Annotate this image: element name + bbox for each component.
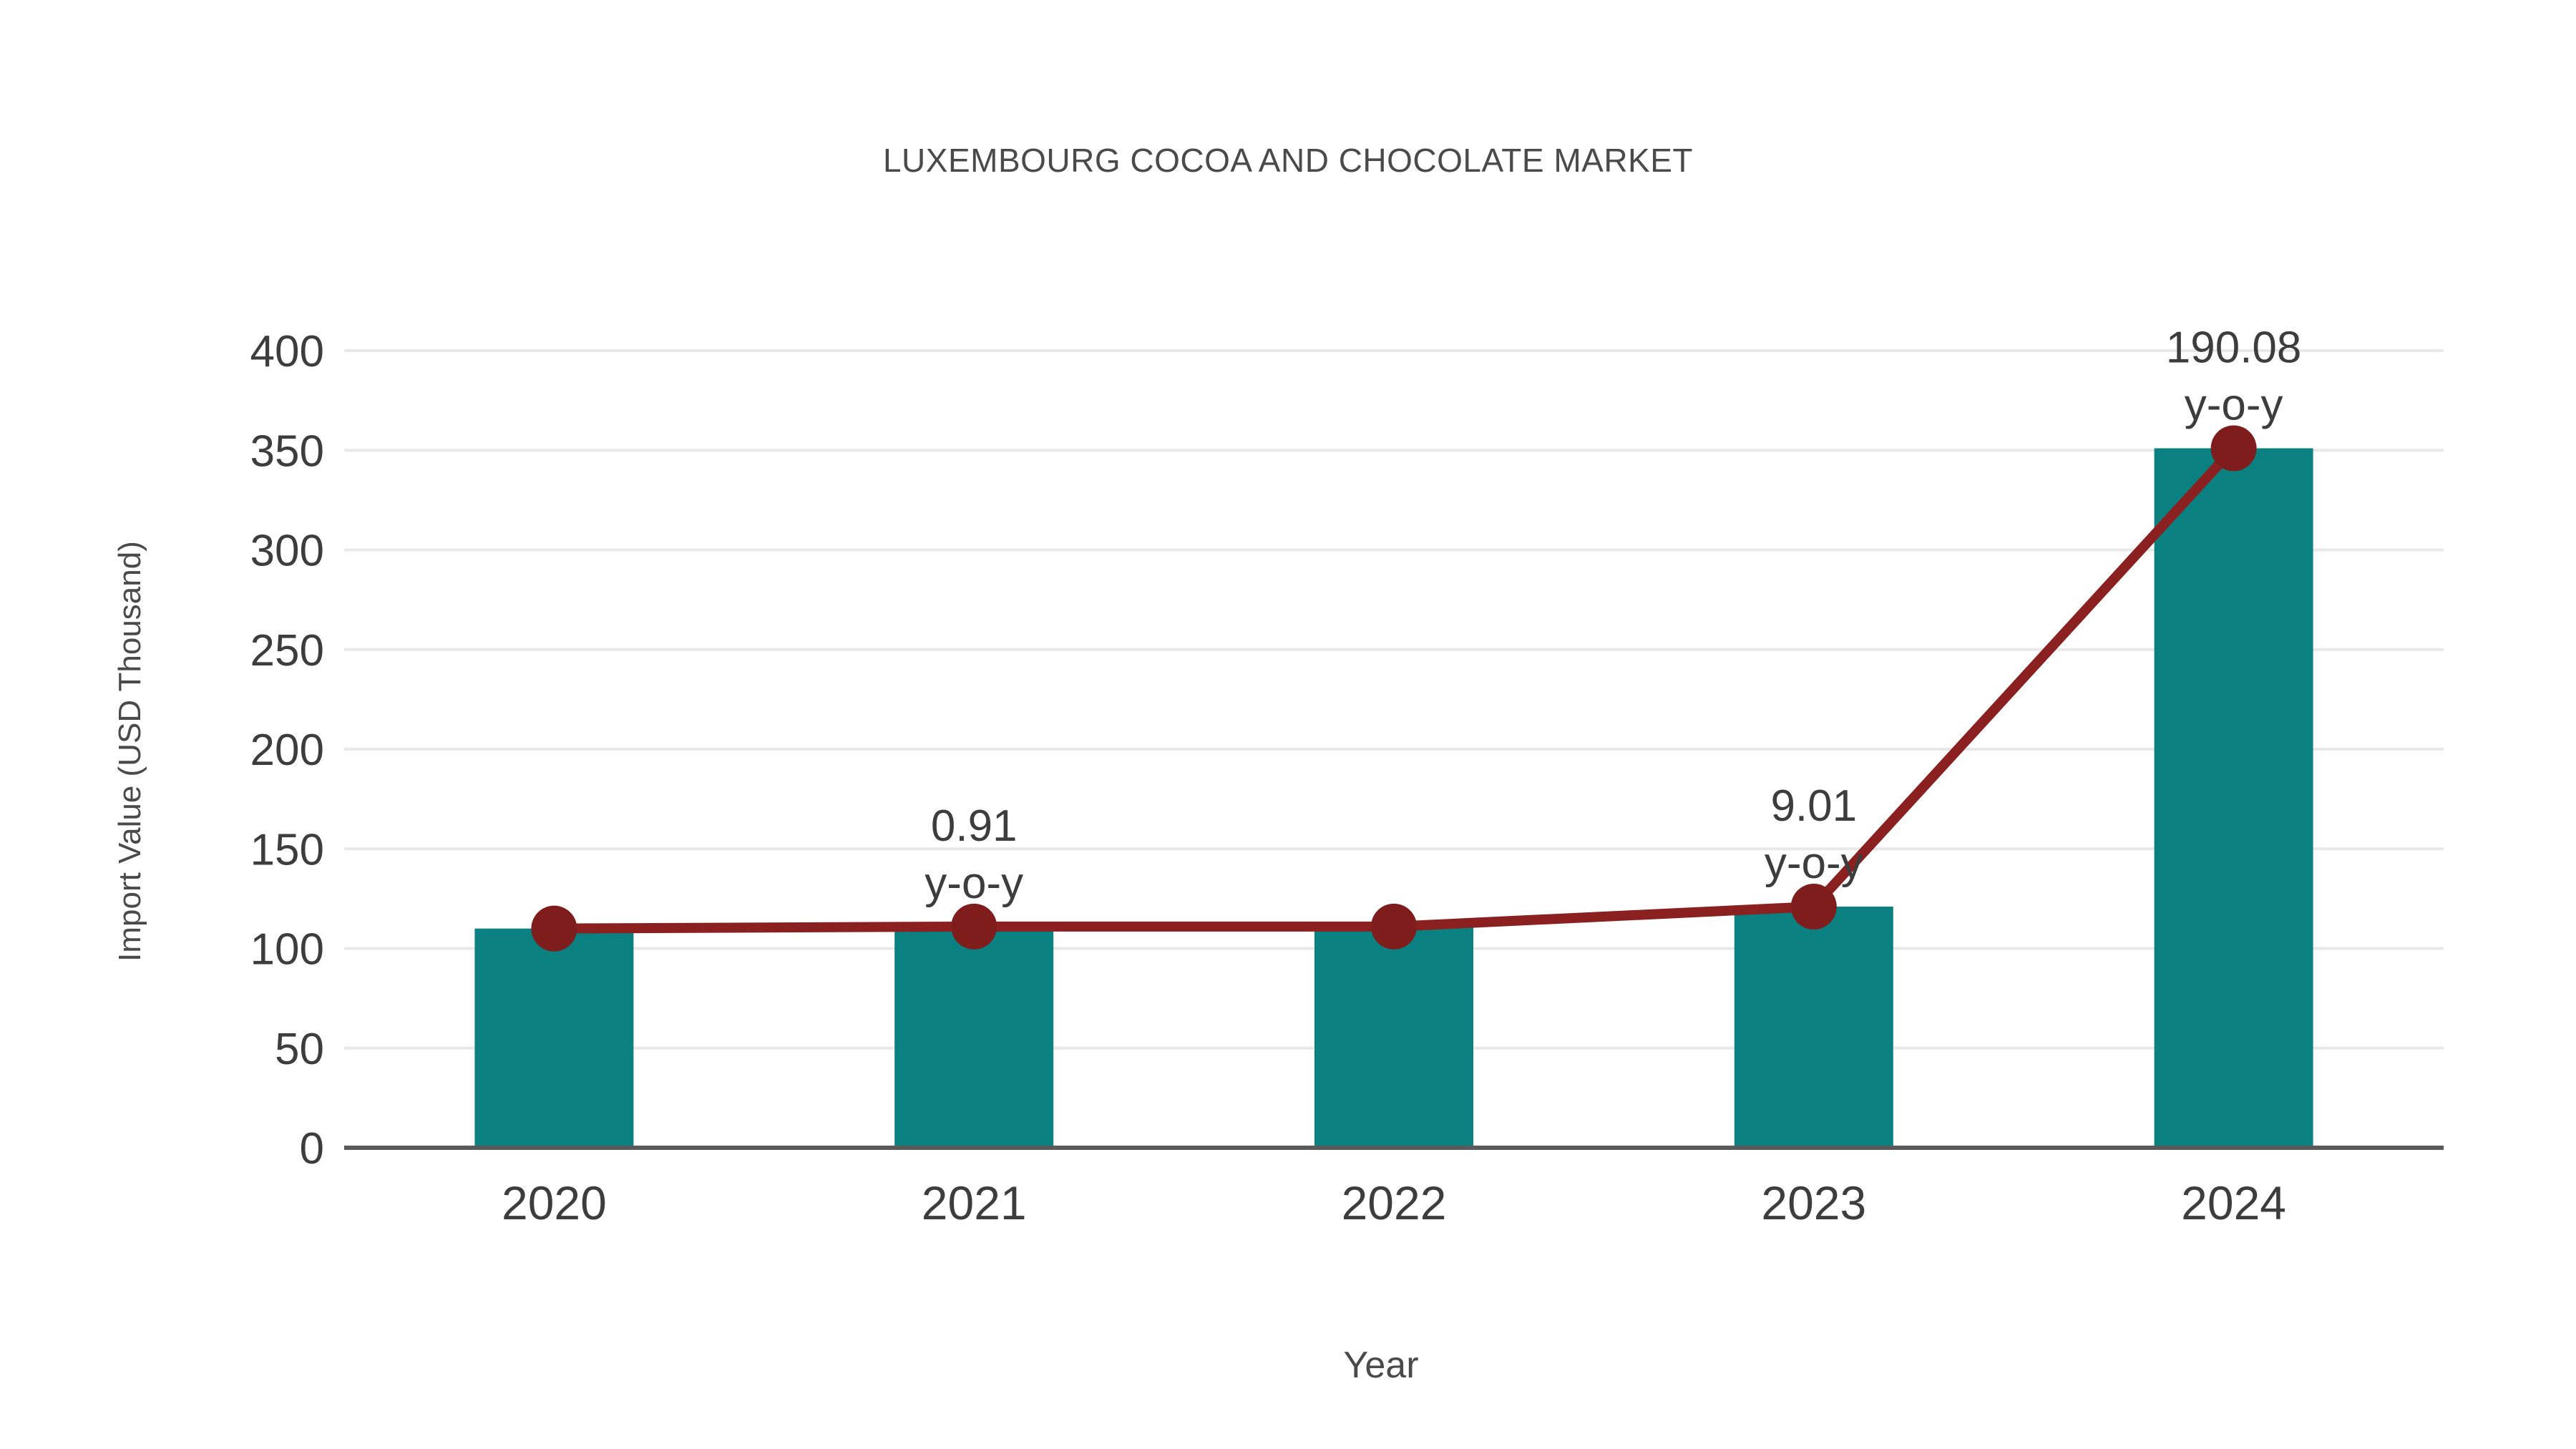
x-axis-tick-labels: 2020 2021 2022 2023 2024	[502, 1176, 2286, 1229]
x-axis-title: Year	[1343, 1345, 1418, 1386]
data-label-value-2024: 190.08	[2166, 323, 2302, 372]
data-label-suffix-2023: y-o-y	[1765, 839, 1863, 888]
line-markers	[531, 425, 2257, 952]
x-tick-label-2021: 2021	[922, 1176, 1027, 1229]
y-tick-label: 300	[250, 527, 324, 576]
chart-title: LUXEMBOURG COCOA AND CHOCOLATE MARKET	[883, 142, 1693, 179]
data-label-suffix-2021: y-o-y	[924, 859, 1023, 908]
y-tick-label: 400	[250, 327, 324, 376]
bar-series	[474, 448, 2313, 1148]
marker-2022[interactable]	[1371, 903, 1417, 950]
y-tick-label: 0	[300, 1124, 324, 1174]
bar-2023[interactable]	[1734, 907, 1893, 1148]
x-tick-label-2023: 2023	[1761, 1176, 1866, 1229]
x-tick-label-2022: 2022	[1342, 1176, 1447, 1229]
y-tick-label: 50	[275, 1025, 324, 1074]
data-labels: 0.91 y-o-y 9.01 y-o-y 190.08 y-o-y	[924, 323, 2301, 907]
marker-2024[interactable]	[2210, 425, 2257, 472]
bar-2022[interactable]	[1314, 926, 1473, 1148]
y-tick-label: 100	[250, 925, 324, 975]
y-axis-tick-labels: 0 50 100 150 200 250 300 350 400	[250, 327, 324, 1174]
bar-2021[interactable]	[894, 926, 1054, 1148]
bar-2020[interactable]	[474, 928, 634, 1148]
marker-2023[interactable]	[1790, 884, 1837, 930]
y-tick-label: 350	[250, 426, 324, 476]
y-tick-label: 200	[250, 726, 324, 775]
marker-2021[interactable]	[951, 903, 997, 950]
x-tick-label-2024: 2024	[2181, 1176, 2286, 1229]
y-tick-label: 150	[250, 825, 324, 874]
data-label-value-2021: 0.91	[931, 801, 1018, 851]
x-tick-label-2020: 2020	[502, 1176, 607, 1229]
y-axis-title: Import Value (USD Thousand)	[112, 541, 147, 962]
data-label-value-2023: 9.01	[1770, 781, 1857, 831]
y-tick-label: 250	[250, 626, 324, 675]
bar-2024[interactable]	[2154, 448, 2313, 1148]
data-label-suffix-2024: y-o-y	[2185, 380, 2283, 429]
marker-2020[interactable]	[531, 905, 577, 952]
